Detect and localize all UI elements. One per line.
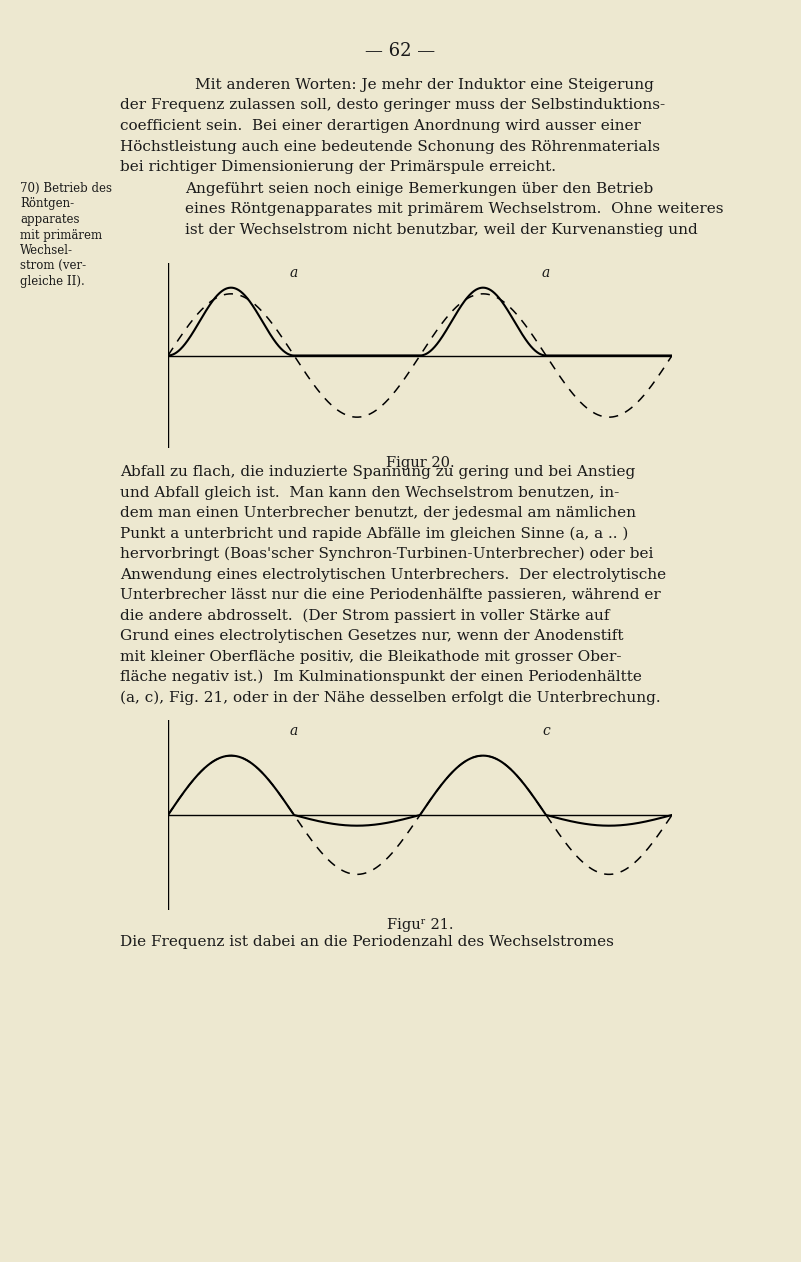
Text: c: c xyxy=(542,724,549,738)
Text: a: a xyxy=(290,266,298,280)
Text: bei richtiger Dimensionierung der Primärspule erreicht.: bei richtiger Dimensionierung der Primär… xyxy=(120,160,556,174)
Text: Punkt a unterbricht und rapide Abfälle im gleichen Sinne (a, a .. ): Punkt a unterbricht und rapide Abfälle i… xyxy=(120,526,628,541)
Text: Anwendung eines electrolytischen Unterbrechers.  Der electrolytische: Anwendung eines electrolytischen Unterbr… xyxy=(120,568,666,582)
Text: dem man einen Unterbrecher benutzt, der jedesmal am nämlichen: dem man einen Unterbrecher benutzt, der … xyxy=(120,506,636,520)
Text: ist der Wechselstrom nicht benutzbar, weil der Kurvenanstieg und: ist der Wechselstrom nicht benutzbar, we… xyxy=(185,223,698,237)
Text: Höchstleistung auch eine bedeutende Schonung des Röhrenmaterials: Höchstleistung auch eine bedeutende Scho… xyxy=(120,140,660,154)
Text: 70) Betrieb des: 70) Betrieb des xyxy=(20,182,112,196)
Text: Röntgen-: Röntgen- xyxy=(20,197,74,211)
Text: mit primärem: mit primärem xyxy=(20,228,102,241)
Text: (a, c), Fig. 21, oder in der Nähe desselben erfolgt die Unterbrechung.: (a, c), Fig. 21, oder in der Nähe dessel… xyxy=(120,690,661,705)
Text: mit kleiner Oberfläche positiv, die Bleikathode mit grosser Ober-: mit kleiner Oberfläche positiv, die Blei… xyxy=(120,650,622,664)
Text: der Frequenz zulassen soll, desto geringer muss der Selbstinduktions-: der Frequenz zulassen soll, desto gering… xyxy=(120,98,665,112)
Text: Figuʳ 21.: Figuʳ 21. xyxy=(387,917,453,933)
Text: Figur 20.: Figur 20. xyxy=(386,456,454,469)
Text: hervorbringt (Boas'scher Synchron-Turbinen-Unterbrecher) oder bei: hervorbringt (Boas'scher Synchron-Turbin… xyxy=(120,546,654,562)
Text: Grund eines electrolytischen Gesetzes nur, wenn der Anodenstift: Grund eines electrolytischen Gesetzes nu… xyxy=(120,628,623,644)
Text: eines Röntgenapparates mit primärem Wechselstrom.  Ohne weiteres: eines Röntgenapparates mit primärem Wech… xyxy=(185,202,723,217)
Text: gleiche II).: gleiche II). xyxy=(20,275,85,288)
Text: fläche negativ ist.)  Im Kulminationspunkt der einen Periodenhältte: fläche negativ ist.) Im Kulminationspunk… xyxy=(120,670,642,684)
Text: Mit anderen Worten: Je mehr der Induktor eine Steigerung: Mit anderen Worten: Je mehr der Induktor… xyxy=(195,78,654,92)
Text: die andere abdrosselt.  (Der Strom passiert in voller Stärke auf: die andere abdrosselt. (Der Strom passie… xyxy=(120,608,610,623)
Text: — 62 —: — 62 — xyxy=(365,42,435,61)
Text: coefficient sein.  Bei einer derartigen Anordnung wird ausser einer: coefficient sein. Bei einer derartigen A… xyxy=(120,119,641,133)
Text: Abfall zu flach, die induzierte Spannung zu gering und bei Anstieg: Abfall zu flach, die induzierte Spannung… xyxy=(120,464,635,480)
Text: a: a xyxy=(290,724,298,738)
Text: Unterbrecher lässt nur die eine Periodenhälfte passieren, während er: Unterbrecher lässt nur die eine Perioden… xyxy=(120,588,661,602)
Text: a: a xyxy=(541,266,550,280)
Text: strom (ver-: strom (ver- xyxy=(20,260,87,273)
Text: Wechsel-: Wechsel- xyxy=(20,244,73,257)
Text: Die Frequenz ist dabei an die Periodenzahl des Wechselstromes: Die Frequenz ist dabei an die Periodenza… xyxy=(120,935,614,949)
Text: apparates: apparates xyxy=(20,213,79,226)
Text: und Abfall gleich ist.  Man kann den Wechselstrom benutzen, in-: und Abfall gleich ist. Man kann den Wech… xyxy=(120,486,619,500)
Text: Angeführt seien noch einige Bemerkungen über den Betrieb: Angeführt seien noch einige Bemerkungen … xyxy=(185,182,654,196)
